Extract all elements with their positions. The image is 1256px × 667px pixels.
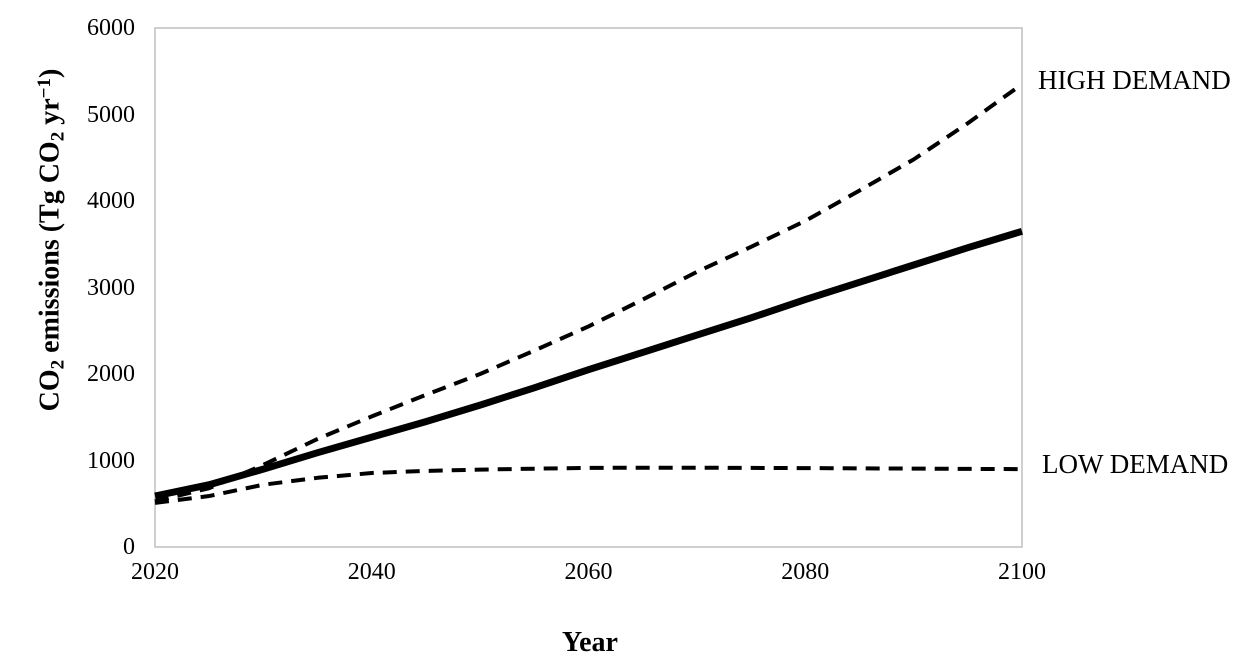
y-axis-title-subscript: 2 (47, 359, 69, 370)
y-axis-title-part: ) (34, 68, 66, 78)
y-axis-title-part: CO (34, 369, 66, 412)
x-tick-label: 2100 (998, 559, 1046, 585)
y-tick-label: 1000 (87, 447, 135, 474)
y-tick-label: 4000 (87, 188, 135, 214)
x-tick-label: 2040 (347, 559, 396, 585)
x-axis-title: Year (562, 627, 618, 658)
y-tick-label: 3000 (87, 274, 135, 301)
y-tick-label: 6000 (87, 15, 135, 41)
high-demand-line (154, 82, 1024, 504)
baseline-line (154, 227, 1024, 500)
low-demand-label: LOW DEMAND (1042, 449, 1229, 479)
plot-area-border (154, 27, 1023, 548)
y-tick-label: 0 (123, 534, 135, 560)
y-axis-title-part: emissions (Tg CO (34, 141, 66, 360)
y-tick-label: 5000 (87, 101, 135, 128)
x-tick-label: 2080 (781, 559, 830, 585)
x-tick-label: 2020 (131, 559, 179, 585)
low-demand-line (154, 465, 1023, 505)
x-tick-label: 2060 (564, 559, 613, 585)
y-axis-title: CO2 emissions (Tg CO2 yr−1) (28, 40, 68, 440)
y-axis-title-part: yr (34, 98, 66, 132)
y-axis-title-superscript: −1 (34, 77, 55, 99)
y-axis-title-subscript: 2 (47, 131, 69, 142)
high-demand-label: HIGH DEMAND (1038, 65, 1231, 95)
y-tick-label: 2000 (87, 361, 135, 387)
